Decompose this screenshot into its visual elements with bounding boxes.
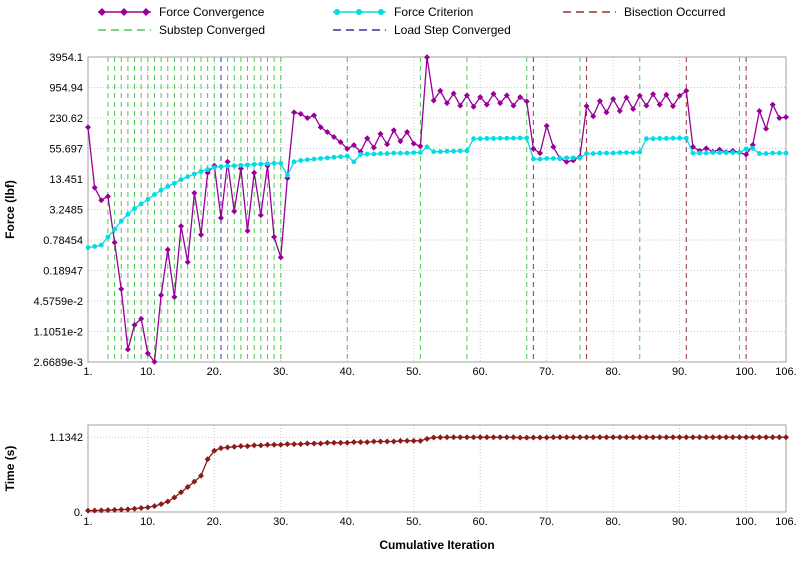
svg-text:3954.1: 3954.1 (49, 52, 83, 64)
svg-text:2.6689e-3: 2.6689e-3 (33, 357, 83, 369)
svg-text:1.: 1. (83, 366, 92, 378)
loadstep-dashed-line-icon (333, 29, 386, 31)
svg-text:3.2485: 3.2485 (49, 205, 83, 217)
svg-text:4.5759e-2: 4.5759e-2 (33, 296, 83, 308)
svg-text:0.78454: 0.78454 (43, 235, 83, 247)
svg-text:80.: 80. (606, 516, 621, 528)
legend-item-bisection-occurred: Bisection Occurred (562, 4, 725, 20)
legend-item-load-step-converged: Load Step Converged (332, 22, 511, 38)
svg-text:1.1051e-2: 1.1051e-2 (33, 327, 83, 339)
svg-text:106.: 106. (775, 516, 796, 528)
svg-text:Cumulative Iteration: Cumulative Iteration (379, 538, 494, 552)
legend-label-force-criterion: Force Criterion (394, 5, 474, 19)
svg-text:100.: 100. (735, 516, 756, 528)
svg-text:1.: 1. (83, 516, 92, 528)
svg-text:30.: 30. (273, 516, 288, 528)
svg-text:1.1342: 1.1342 (49, 432, 83, 444)
svg-text:106.: 106. (775, 366, 796, 378)
svg-text:10.: 10. (140, 366, 155, 378)
svg-text:954.94: 954.94 (49, 83, 83, 95)
svg-text:80.: 80. (606, 366, 621, 378)
svg-text:60.: 60. (473, 366, 488, 378)
force-criterion-line-icon (333, 9, 386, 15)
svg-text:70.: 70. (539, 516, 554, 528)
svg-text:Force (lbf): Force (lbf) (3, 180, 17, 239)
legend-label-bisection-occurred: Bisection Occurred (624, 5, 726, 19)
svg-text:55.697: 55.697 (49, 144, 83, 156)
svg-text:10.: 10. (140, 516, 155, 528)
bisection-dashed-line-icon (563, 11, 616, 13)
legend-item-force-convergence: Force Convergence (97, 4, 264, 20)
svg-text:50.: 50. (406, 516, 421, 528)
svg-text:230.62: 230.62 (49, 113, 83, 125)
legend-label-force-convergence: Force Convergence (159, 5, 265, 19)
svg-text:0.: 0. (74, 507, 83, 519)
svg-text:20.: 20. (207, 366, 222, 378)
svg-text:100.: 100. (735, 366, 756, 378)
svg-text:0.18947: 0.18947 (43, 266, 83, 278)
legend-item-force-criterion: Force Criterion (332, 4, 473, 20)
svg-text:60.: 60. (473, 516, 488, 528)
legend-item-substep-converged: Substep Converged (97, 22, 265, 38)
force-convergence-line-icon (98, 8, 151, 16)
svg-text:50.: 50. (406, 366, 421, 378)
svg-text:90.: 90. (672, 366, 687, 378)
svg-text:20.: 20. (207, 516, 222, 528)
svg-text:70.: 70. (539, 366, 554, 378)
legend-label-load-step-converged: Load Step Converged (394, 23, 511, 37)
svg-text:40.: 40. (340, 516, 355, 528)
svg-text:13.451: 13.451 (49, 174, 83, 186)
svg-text:30.: 30. (273, 366, 288, 378)
svg-text:Time (s): Time (s) (3, 446, 17, 492)
substep-dashed-line-icon (98, 29, 151, 31)
svg-text:90.: 90. (672, 516, 687, 528)
legend-label-substep-converged: Substep Converged (159, 23, 266, 37)
svg-text:40.: 40. (340, 366, 355, 378)
